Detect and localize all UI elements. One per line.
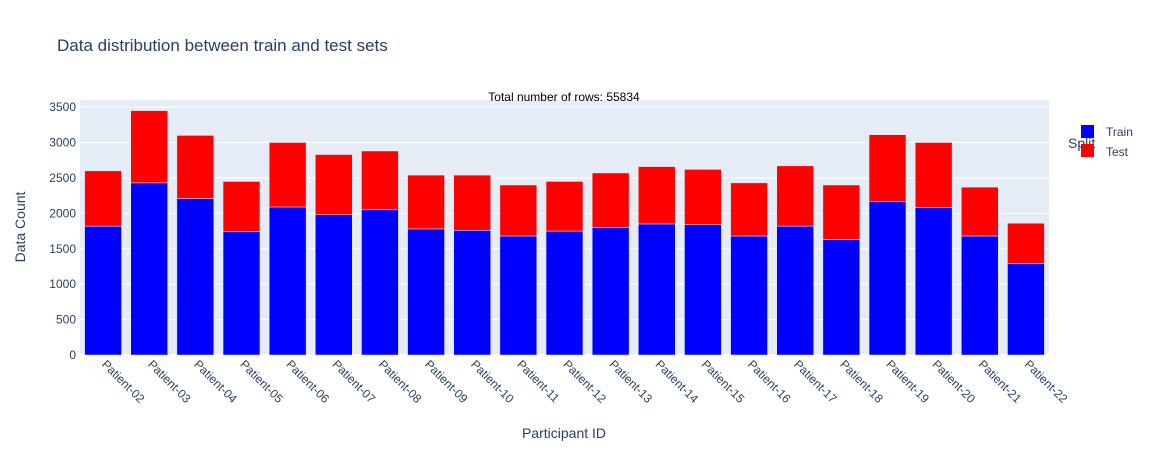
bar-test-patient-09[interactable]	[407, 174, 445, 230]
bar-train-patient-22[interactable]	[1007, 263, 1045, 356]
bar-train-patient-17[interactable]	[776, 225, 814, 356]
legend-label-test: Test	[1106, 145, 1129, 159]
bar-test-patient-06[interactable]	[268, 142, 307, 208]
bar-train-patient-20[interactable]	[914, 207, 953, 356]
bar-test-patient-03[interactable]	[130, 110, 168, 184]
y-tick-labels: 0 500 1000 1500 2000 2500 3000 3500	[49, 100, 76, 362]
bar-train-patient-18[interactable]	[822, 239, 861, 356]
legend: Split Train Test	[1068, 125, 1133, 159]
bar-test-patient-21[interactable]	[961, 186, 999, 237]
bar-train-patient-04[interactable]	[176, 198, 215, 356]
bar-test-patient-13[interactable]	[591, 172, 630, 228]
y-tick-label: 1000	[49, 277, 76, 291]
y-tick-label: 3500	[49, 100, 76, 114]
bar-train-patient-05[interactable]	[222, 231, 261, 356]
bar-test-patient-14[interactable]	[638, 166, 676, 225]
bar-train-patient-10[interactable]	[453, 230, 491, 356]
legend-item-test[interactable]: Test	[1081, 144, 1129, 159]
bar-train-patient-13[interactable]	[591, 227, 630, 356]
y-tick-label: 0	[69, 348, 76, 362]
y-tick-label: 1500	[49, 242, 76, 256]
bar-train-patient-09[interactable]	[407, 228, 445, 356]
legend-swatch-train	[1081, 125, 1094, 138]
bar-test-patient-08[interactable]	[361, 150, 399, 211]
bar-train-patient-08[interactable]	[361, 209, 399, 356]
legend-item-train[interactable]: Train	[1081, 125, 1133, 139]
legend-swatch-test	[1081, 144, 1094, 157]
bars	[84, 110, 1045, 356]
bar-test-patient-07[interactable]	[315, 154, 353, 216]
bar-test-patient-04[interactable]	[176, 135, 215, 199]
bar-test-patient-18[interactable]	[822, 184, 861, 240]
bar-test-patient-05[interactable]	[222, 181, 261, 232]
bar-train-patient-11[interactable]	[499, 235, 538, 356]
bar-test-patient-02[interactable]	[84, 170, 122, 227]
x-axis-title: Participant ID	[522, 425, 606, 441]
bar-train-patient-14[interactable]	[638, 223, 676, 356]
bar-test-patient-20[interactable]	[914, 142, 953, 208]
bar-train-patient-06[interactable]	[268, 206, 307, 356]
bar-train-patient-15[interactable]	[684, 224, 722, 356]
bar-test-patient-17[interactable]	[776, 165, 814, 227]
bar-train-patient-02[interactable]	[84, 225, 122, 356]
bar-train-patient-12[interactable]	[545, 230, 584, 356]
bar-train-patient-16[interactable]	[730, 235, 768, 356]
y-tick-label: 3000	[49, 136, 76, 150]
legend-label-train: Train	[1106, 125, 1133, 139]
y-tick-label: 2500	[49, 171, 76, 185]
bar-test-patient-22[interactable]	[1007, 223, 1045, 264]
bar-train-patient-19[interactable]	[868, 201, 907, 356]
bar-test-patient-16[interactable]	[730, 182, 768, 237]
bar-test-patient-12[interactable]	[545, 181, 584, 232]
bar-train-patient-03[interactable]	[130, 182, 168, 356]
bar-test-patient-19[interactable]	[868, 134, 907, 202]
chart-annotation: Total number of rows: 55834	[488, 90, 640, 104]
bar-test-patient-15[interactable]	[684, 169, 722, 225]
bar-train-patient-21[interactable]	[961, 235, 999, 356]
y-tick-label: 2000	[49, 206, 76, 220]
bar-train-patient-07[interactable]	[315, 214, 353, 356]
bar-test-patient-10[interactable]	[453, 174, 491, 231]
y-axis-title: Data Count	[12, 191, 28, 262]
chart-title: Data distribution between train and test…	[57, 36, 388, 55]
bar-test-patient-11[interactable]	[499, 184, 538, 237]
y-tick-label: 500	[56, 313, 76, 327]
